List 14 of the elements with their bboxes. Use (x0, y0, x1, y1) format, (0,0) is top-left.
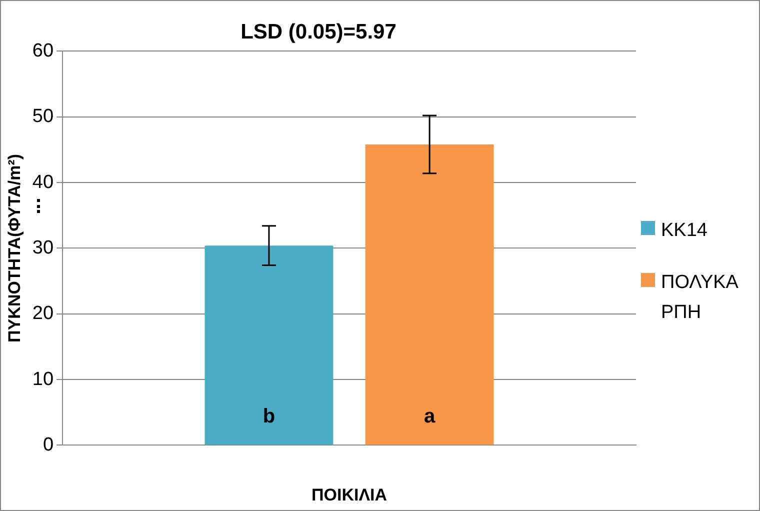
chart-title: LSD (0.05)=5.97 (240, 20, 396, 44)
y-axis-title: ΠΥΚΝΟΤΗΤΑ(ΦΥΤΑ/m²) (4, 154, 24, 342)
y-tick-label: 10 (32, 368, 54, 390)
y-tick-label: 0 (42, 434, 54, 456)
data-label: b (262, 406, 276, 428)
y-tick-label: 50 (32, 106, 54, 128)
legend-label: ΠΟΛΥΚΑΡΠΗ (661, 271, 740, 325)
y-tick-label: 60 (32, 40, 54, 62)
y-tick-label: 30 (32, 237, 54, 258)
y-tick-label: 20 (32, 303, 54, 324)
x-axis-title: ΠΟΙΚΙΛΙΑ (311, 485, 388, 504)
data-label: a (424, 406, 436, 428)
y-tick-label: 40 (32, 172, 54, 193)
legend-label: KK14 (661, 219, 708, 243)
